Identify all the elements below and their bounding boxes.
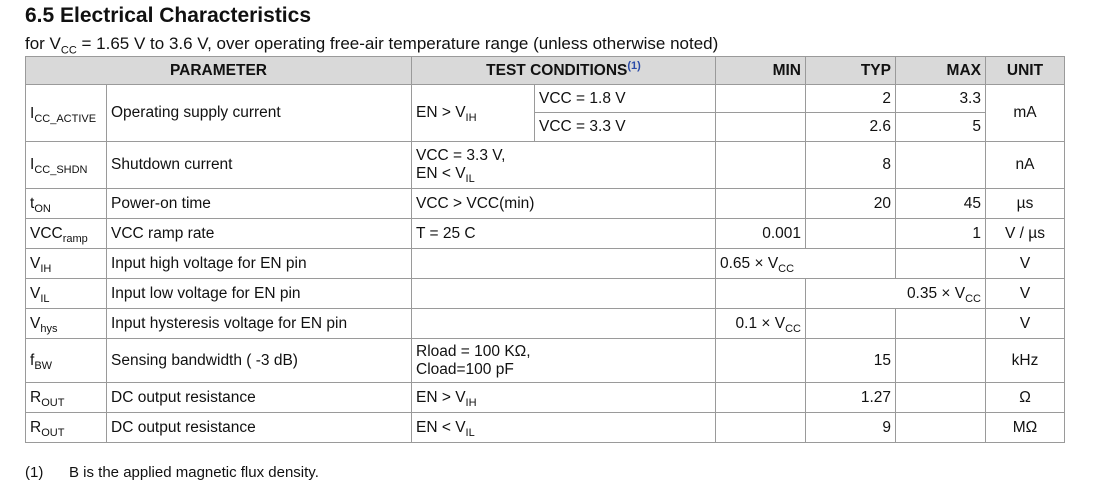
condition-cell: Rload = 100 KΩ, Cload=100 pF [411,338,716,383]
parameter-cell: Operating supply current [106,84,412,142]
typ-cell: 2.6 [805,112,896,142]
header-parameter: PARAMETER [25,56,412,85]
unit-cell: V [985,278,1065,309]
parameter-cell: Input high voltage for EN pin [106,248,412,279]
table-footnote: (1) B is the applied magnetic flux densit… [25,464,319,481]
min-cell [715,188,806,219]
min-cell [715,112,806,142]
header-min: MIN [715,56,806,85]
max-cell [895,412,986,443]
max-cell: 45 [895,188,986,219]
symbol-cell: ICC_ACTIVE [25,84,107,142]
typ-cell: 2 [805,84,896,113]
parameter-cell: Input hysteresis voltage for EN pin [106,308,412,339]
max-cell [895,308,986,339]
min-cell [715,278,806,309]
table-row: fBW Sensing bandwidth ( -3 dB) Rload = 1… [25,338,1065,383]
condition-cell [411,278,716,309]
condition-cell [411,308,716,339]
max-cell [895,382,986,413]
sub-condition-cell: VCC = 3.3 V [534,112,716,142]
min-cell [715,338,806,383]
max-cell: 3.3 [895,84,986,113]
typ-cell: 8 [805,141,896,189]
sub-condition-cell: VCC = 1.8 V [534,84,716,113]
condition-cell: EN > VIH [411,382,716,413]
symbol-cell: ROUT [25,382,107,413]
min-cell [715,141,806,189]
condition-cell: VCC = 3.3 V, EN < VIL [411,141,716,189]
condition-cell: EN > VIH [411,84,535,142]
unit-cell: mA [985,84,1065,142]
table-header-row: PARAMETER TEST CONDITIONS(1) MIN TYP MAX… [25,56,1065,85]
typ-cell [805,308,896,339]
header-typ: TYP [805,56,896,85]
footnote-text: B is the applied magnetic flux density. [69,464,319,481]
typ-cell: 15 [805,338,896,383]
table-row: ICC_SHDN Shutdown current VCC = 3.3 V, EN… [25,141,1065,189]
parameter-cell: Sensing bandwidth ( -3 dB) [106,338,412,383]
max-cell [895,248,986,279]
typ-cell [805,218,896,249]
condition-cell [411,248,716,279]
max-cell [895,338,986,383]
table-row: VIH Input high voltage for EN pin 0.65 ×… [25,248,1065,279]
min-cell: 0.001 [715,218,806,249]
unit-cell: MΩ [985,412,1065,443]
max-cell: 1 [895,218,986,249]
table-row: tON Power-on time VCC > VCC(min) 20 45 µ… [25,188,1065,219]
symbol-cell: ROUT [25,412,107,443]
condition-cell: VCC > VCC(min) [411,188,716,219]
header-unit: UNIT [985,56,1065,85]
min-cell [715,84,806,113]
max-cell: 5 [895,112,986,142]
parameter-cell: DC output resistance [106,382,412,413]
unit-cell: V [985,248,1065,279]
parameter-cell: DC output resistance [106,412,412,443]
table-subtitle: for VCC = 1.65 V to 3.6 V, over operatin… [25,34,719,57]
unit-cell: Ω [985,382,1065,413]
unit-cell: nA [985,141,1065,189]
min-cell [715,412,806,443]
symbol-cell: tON [25,188,107,219]
symbol-cell: fBW [25,338,107,383]
symbol-cell: Vhys [25,308,107,339]
typ-cell: 1.27 [805,382,896,413]
symbol-cell: VIH [25,248,107,279]
parameter-cell: Input low voltage for EN pin [106,278,412,309]
table-row: VIL Input low voltage for EN pin 0.35 × … [25,278,1065,309]
min-cell: 0.65 × VCC [715,248,896,279]
table-row: ROUT DC output resistance EN > VIH 1.27 … [25,382,1065,413]
max-cell [895,141,986,189]
condition-cell: EN < VIL [411,412,716,443]
unit-cell: kHz [985,338,1065,383]
parameter-cell: Power-on time [106,188,412,219]
footnote-marker: (1) [25,464,44,481]
header-test-conditions: TEST CONDITIONS(1) [411,56,716,85]
min-cell: 0.1 × VCC [715,308,806,339]
electrical-characteristics-table: PARAMETER TEST CONDITIONS(1) MIN TYP MAX… [25,56,1065,443]
unit-cell: V [985,308,1065,339]
section-title: 6.5 Electrical Characteristics [25,4,312,27]
typ-cell: 9 [805,412,896,443]
symbol-cell: ICC_SHDN [25,141,107,189]
unit-cell: µs [985,188,1065,219]
table-row: ROUT DC output resistance EN < VIL 9 MΩ [25,412,1065,443]
min-cell [715,382,806,413]
condition-cell: T = 25 C [411,218,716,249]
unit-cell: V / µs [985,218,1065,249]
parameter-cell: VCC ramp rate [106,218,412,249]
symbol-cell: VIL [25,278,107,309]
parameter-cell: Shutdown current [106,141,412,189]
typ-cell: 20 [805,188,896,219]
max-cell: 0.35 × VCC [805,278,986,309]
table-row: Vhys Input hysteresis voltage for EN pin… [25,308,1065,339]
table-row: ICC_ACTIVE Operating supply current EN >… [25,84,1065,142]
footnote-reference: (1) [627,59,641,72]
symbol-cell: VCCramp [25,218,107,249]
header-max: MAX [895,56,986,85]
table-row: VCCramp VCC ramp rate T = 25 C 0.001 1 V… [25,218,1065,249]
